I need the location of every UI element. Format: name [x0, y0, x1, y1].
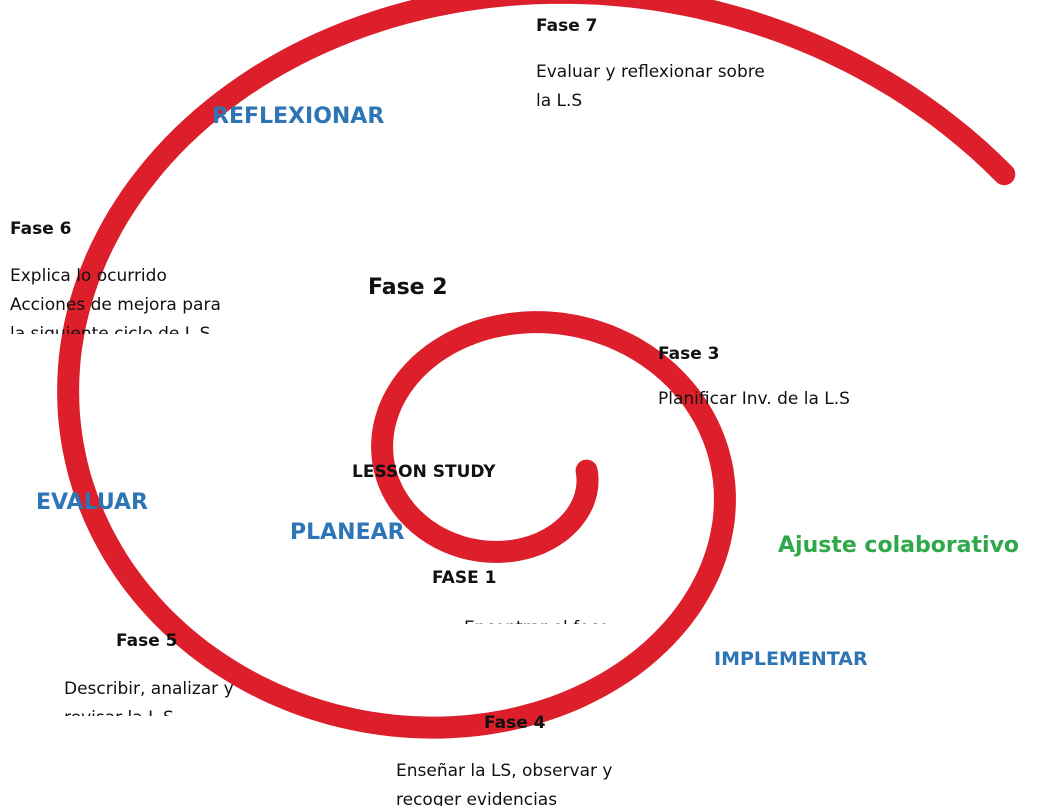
- phase-title: Fase 4: [484, 713, 545, 733]
- phase-text: recoger evidencias: [396, 786, 557, 806]
- phase-text: Acciones de mejora para: [10, 291, 221, 320]
- phase-title: Fase 3: [658, 344, 719, 364]
- page: Fase 7 Evaluar y reflexionar sobre la L.…: [0, 0, 1062, 806]
- phase-text: Describir, analizar y: [64, 675, 234, 704]
- phase-text: revisar la L.S: [64, 704, 174, 716]
- center-label: LESSON STUDY: [352, 462, 496, 482]
- stage-label: REFLEXIONAR: [212, 104, 384, 129]
- phase-title: Fase 2: [368, 275, 448, 300]
- stage-label: IMPLEMENTAR: [714, 648, 868, 670]
- phase-text: la L.S: [536, 87, 582, 116]
- phase-text: Enseñar la LS, observar y: [396, 757, 612, 786]
- phase-text: Planificar Inv. de la L.S: [658, 385, 850, 414]
- phase-title: FASE 1: [432, 568, 496, 588]
- phase-title: Fase 7: [536, 16, 597, 36]
- phase-title: Fase 6: [10, 219, 71, 239]
- phase-text: Encontrar el foco: [464, 612, 609, 624]
- phase-text: Explica lo ocurrido: [10, 262, 167, 291]
- phase-title: Fase 5: [116, 631, 177, 651]
- phase-text-inner: Encontrar el foco: [464, 614, 609, 624]
- phase-text: Evaluar y reflexionar sobre: [536, 58, 765, 87]
- stage-label: EVALUAR: [36, 490, 148, 515]
- phase-text: la siguiente ciclo de L.S: [10, 320, 210, 334]
- adjustment-label: Ajuste colaborativo: [778, 533, 1019, 558]
- stage-label: PLANEAR: [290, 520, 405, 545]
